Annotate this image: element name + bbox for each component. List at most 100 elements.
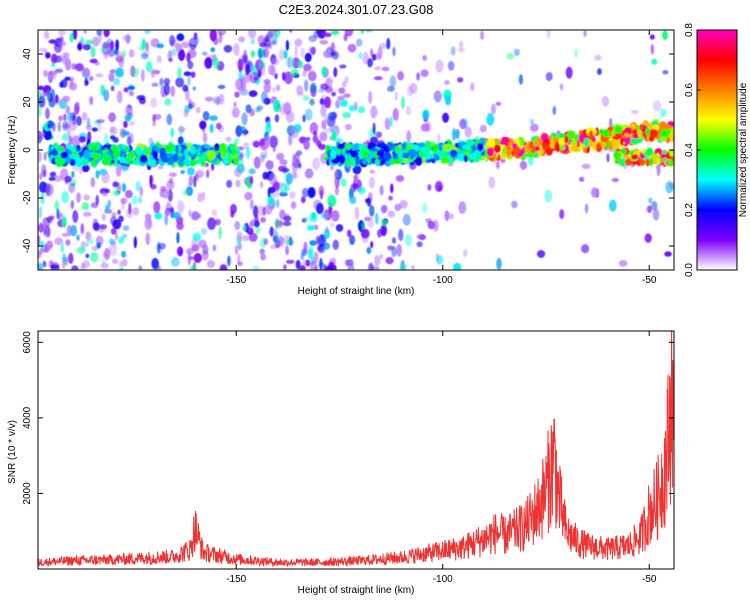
heatmap-cell xyxy=(589,141,594,147)
heatmap-cell xyxy=(54,237,64,246)
heatmap-cell xyxy=(367,217,375,229)
heatmap-cell xyxy=(227,255,231,267)
heatmap-cell xyxy=(457,152,465,162)
heatmap-cell xyxy=(649,34,655,40)
heatmap-cell xyxy=(38,234,41,248)
heatmap-cell xyxy=(115,163,122,177)
heatmap-cell xyxy=(331,210,340,222)
heatmap-cell xyxy=(252,265,261,270)
heatmap-cell xyxy=(81,67,91,79)
heatmap-cell xyxy=(480,30,484,40)
heatmap-cell xyxy=(259,151,265,164)
heatmap-cell xyxy=(97,122,102,133)
heatmap-cell xyxy=(197,192,203,203)
heatmap-cell xyxy=(95,169,100,179)
heatmap-cell xyxy=(331,130,337,142)
heatmap-cell xyxy=(245,146,251,159)
heatmap-cell xyxy=(407,85,414,97)
heatmap-cell xyxy=(271,33,278,46)
heatmap-cell xyxy=(399,262,407,270)
heatmap-cell xyxy=(564,135,569,144)
heatmap-cell xyxy=(289,30,293,33)
heatmap-cell xyxy=(72,210,79,223)
heatmap-cell xyxy=(69,158,76,166)
heatmap-cell xyxy=(578,176,585,182)
heatmap-cell xyxy=(43,30,50,40)
heatmap-cell xyxy=(111,258,119,264)
heatmap-cell xyxy=(334,170,339,183)
heatmap-cell xyxy=(133,236,138,249)
heatmap-cell xyxy=(241,112,248,126)
heatmap-cell xyxy=(158,242,166,250)
heatmap-cell xyxy=(645,158,650,167)
heatmap-cell xyxy=(136,94,146,101)
heatmap-cell xyxy=(133,207,139,216)
colorbar-tick-label: 0.0 xyxy=(684,263,695,277)
heatmap-cell xyxy=(486,113,495,126)
heatmap-cell xyxy=(86,238,95,245)
heatmap-cell xyxy=(131,195,138,206)
heatmap-cell xyxy=(369,204,375,217)
heatmap-cell xyxy=(270,244,276,250)
heatmap-cell xyxy=(331,157,340,165)
heatmap-cell xyxy=(128,49,135,58)
heatmap-cell xyxy=(204,162,209,167)
heatmap-cell xyxy=(193,253,202,264)
heatmap-cell xyxy=(349,195,357,204)
heatmap-cell xyxy=(95,73,104,78)
heatmap-cell xyxy=(296,91,305,97)
heatmap-cell xyxy=(639,123,644,131)
heatmap-cell xyxy=(64,76,71,81)
heatmap-cell xyxy=(63,113,67,121)
heatmap-cell xyxy=(590,187,599,198)
heatmap-cell xyxy=(38,105,43,117)
heatmap-cell xyxy=(368,262,374,270)
heatmap-cell xyxy=(432,144,439,151)
heatmap-cell xyxy=(458,40,464,50)
heatmap-cell xyxy=(458,201,467,214)
heatmap-cell xyxy=(304,79,309,92)
heatmap-cell xyxy=(315,202,324,215)
heatmap-cell xyxy=(225,136,232,143)
heatmap-cell xyxy=(83,149,91,160)
heatmap-cell xyxy=(368,176,375,189)
heatmap-cell xyxy=(72,30,78,40)
heatmap-cell xyxy=(331,91,337,97)
heatmap-cell xyxy=(605,142,610,149)
heatmap-cell xyxy=(237,253,241,266)
heatmap-cell xyxy=(281,71,286,81)
heatmap-cell xyxy=(48,71,57,80)
heatmap-cell xyxy=(50,149,58,155)
heatmap-cell xyxy=(152,150,158,159)
spectrogram-panel: -150 -100 -50 -40 -20 0 20 40 Height of straigh… xyxy=(7,29,675,297)
heatmap-cell xyxy=(76,192,81,203)
heatmap-cell xyxy=(266,134,271,148)
heatmap-cell xyxy=(201,191,206,201)
heatmap-cell xyxy=(215,122,222,130)
heatmap-cell xyxy=(644,233,652,243)
heatmap-cell xyxy=(319,97,324,105)
heatmap-cell xyxy=(128,132,134,144)
heatmap-cell xyxy=(337,95,345,101)
heatmap-cell xyxy=(115,67,124,78)
heatmap-cell xyxy=(619,159,627,167)
heatmap-cell xyxy=(274,114,280,123)
heatmap-cell xyxy=(51,157,56,164)
heatmap-cell xyxy=(270,58,280,66)
heatmap-cell xyxy=(64,58,72,71)
heatmap-cell xyxy=(103,30,110,38)
heatmap-cell xyxy=(89,76,94,81)
heatmap-cell xyxy=(449,149,458,158)
heatmap-cell xyxy=(111,212,117,219)
heatmap-cell xyxy=(390,183,394,194)
heatmap-cell xyxy=(39,173,43,181)
heatmap-cell xyxy=(394,203,402,212)
heatmap-cell xyxy=(288,133,293,146)
heatmap-cell xyxy=(81,111,88,121)
heatmap-cell xyxy=(210,47,216,53)
heatmap-cell xyxy=(219,264,228,270)
heatmap-cell xyxy=(287,56,291,68)
heatmap-cell xyxy=(308,35,317,43)
heatmap-cell xyxy=(398,228,404,242)
heatmap-cell xyxy=(370,105,378,119)
